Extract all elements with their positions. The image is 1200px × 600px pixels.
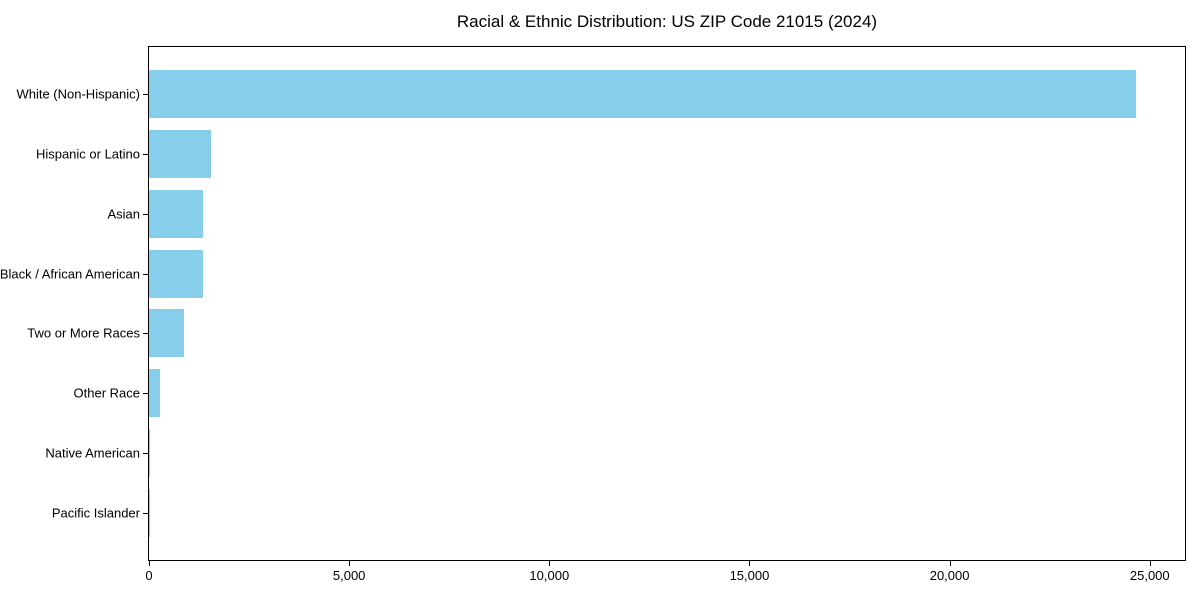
x-tick-label-25-000: 25,000 [1129,568,1170,583]
y-tick-label-other-race: Other Race [73,385,140,401]
x-tick-mark [1149,561,1151,566]
chart-title: Racial & Ethnic Distribution: US ZIP Cod… [456,12,878,31]
y-tick-label-two-or-more-races: Two or More Races [27,325,140,341]
bar-white-non-hispanic [149,70,1136,119]
bar-black-african-american [149,249,203,298]
x-tick-label-0: 0 [145,568,153,583]
y-tick-mark [143,94,148,96]
bar-native-american [149,429,150,477]
y-tick-mark [143,452,148,454]
bar-asian [149,189,204,238]
plot-area: White (Non-Hispanic) Hispanic or Latino As… [0,46,1186,583]
x-tick-mark [149,561,150,566]
x-tick-mark [949,561,951,566]
y-tick-mark [143,273,148,275]
x-tick-label-5-000: 5,000 [332,568,366,583]
y-tick-mark [143,154,148,156]
y-tick-label-asian: Asian [107,206,140,222]
y-tick-mark [143,512,148,514]
bar-other-race [149,369,161,418]
x-tick-label-20-000: 20,000 [929,568,970,583]
y-tick-label-native-american: Native American [45,445,140,461]
bar-two-or-more-races [149,309,185,358]
y-tick-label-pacific-islander: Pacific Islander [51,505,140,521]
y-tick-mark [143,393,148,395]
x-tick-label-10-000: 10,000 [529,568,570,583]
y-tick-label-hispanic-or-latino: Hispanic or Latino [35,146,140,162]
y-tick-label-black-african-american: Black / African American [0,266,140,282]
y-tick-label-white-non-hispanic: White (Non-Hispanic) [16,86,140,102]
y-tick-mark [143,333,148,335]
bar-hispanic-or-latino [149,130,211,178]
y-tick-mark [143,213,148,215]
x-tick-mark [549,561,551,566]
x-tick-label-15-000: 15,000 [729,568,770,583]
x-tick-mark [749,561,751,566]
x-tick-mark [349,561,351,566]
